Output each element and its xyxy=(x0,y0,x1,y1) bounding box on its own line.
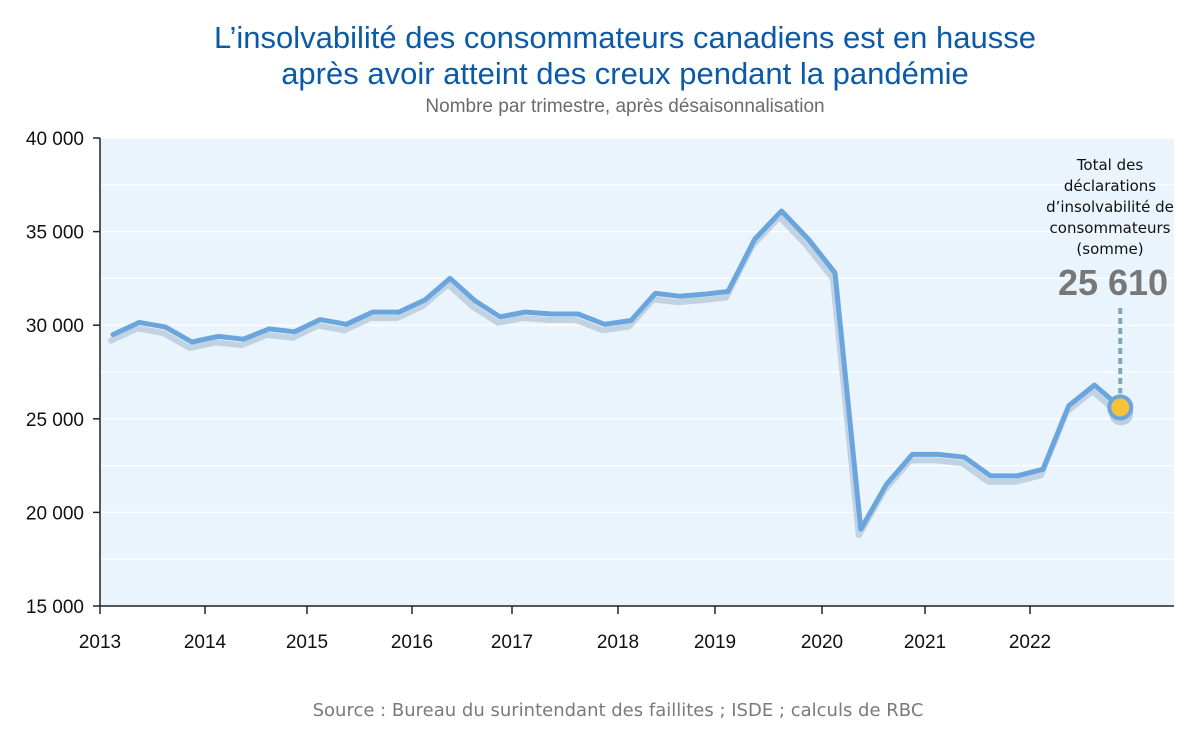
y-tick-label: 30 000 xyxy=(26,316,84,337)
annotation-value-label: 25 610 xyxy=(1058,262,1168,303)
annotation-marker xyxy=(1107,394,1134,421)
y-tick-label: 15 000 xyxy=(26,597,84,618)
series-line-shadow xyxy=(108,214,1122,539)
x-tick-label: 2022 xyxy=(1009,632,1051,653)
x-tick-label: 2020 xyxy=(801,632,843,653)
x-tick-label: 2018 xyxy=(597,632,639,653)
chart-title-line-2: après avoir atteint des creux pendant la… xyxy=(281,56,969,91)
annotation-text-line: (somme) xyxy=(1076,240,1143,258)
annotation-text-line: Total des xyxy=(1076,156,1144,174)
y-tick-label: 35 000 xyxy=(26,223,84,244)
x-tick-label: 2021 xyxy=(904,632,946,653)
y-tick-label: 20 000 xyxy=(26,503,84,524)
source-note: Source : Bureau du surintendant des fail… xyxy=(312,700,924,721)
x-tick-label: 2015 xyxy=(286,632,328,653)
series-line xyxy=(110,208,1123,532)
chart-title: L’insolvabilité des consommateurs canadi… xyxy=(0,20,1200,92)
chart-title-line-1: L’insolvabilité des consommateurs canadi… xyxy=(214,20,1036,55)
x-tick-label: 2016 xyxy=(391,632,433,653)
annotation-text-line: consommateurs xyxy=(1050,219,1171,237)
chart-subtitle: Nombre par trimestre, après désaisonnali… xyxy=(425,96,825,117)
x-tick-label: 2019 xyxy=(694,632,736,653)
annotation-text-line: déclarations xyxy=(1064,177,1156,195)
x-tick-label: 2017 xyxy=(491,632,533,653)
y-tick-label: 40 000 xyxy=(26,129,84,150)
annotation-text-line: d’insolvabilité de xyxy=(1046,198,1174,216)
x-tick-label: 2014 xyxy=(184,632,227,653)
y-tick-label: 25 000 xyxy=(26,410,84,431)
x-tick-label: 2013 xyxy=(79,632,121,653)
